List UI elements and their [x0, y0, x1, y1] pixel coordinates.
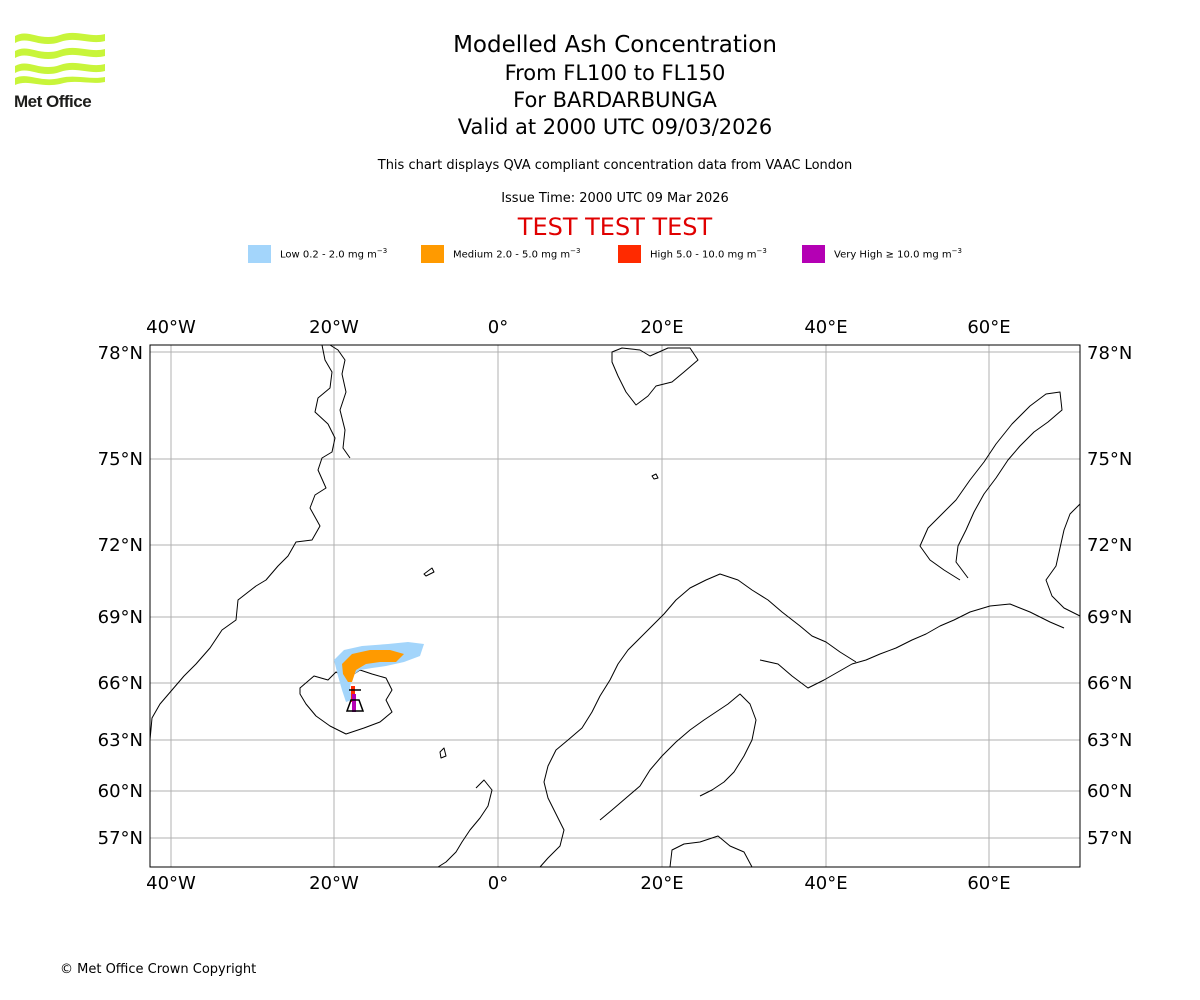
lon-label: 40°E	[804, 873, 847, 894]
volcano-name: For BARDARBUNGA	[513, 88, 717, 112]
ash-plume-medium	[342, 650, 404, 682]
lat-label: 78°N	[98, 343, 143, 364]
longitude-labels-bottom: 40°W 20°W 0° 20°E 40°E 60°E	[146, 873, 1010, 894]
issue-time: Issue Time: 2000 UTC 09 Mar 2026	[501, 191, 729, 206]
coastline-norway	[539, 573, 857, 868]
lat-label: 63°N	[98, 730, 143, 751]
lat-label: 75°N	[1087, 449, 1132, 470]
coastline-sweden-finland	[599, 693, 757, 821]
coastline-jan-mayen	[423, 567, 435, 577]
legend-unit-exponent: −3	[756, 247, 767, 256]
legend-swatch-low	[248, 245, 271, 263]
volcano-marker-icon	[345, 689, 365, 712]
legend-range-very-high: ≥ 10.0 mg m	[885, 249, 952, 261]
flight-levels: From FL100 to FL150	[504, 61, 726, 85]
ash-plume	[334, 642, 424, 712]
legend-range-low: 0.2 - 2.0 mg m	[302, 249, 377, 261]
lat-label: 66°N	[98, 673, 143, 694]
coastline-iceland	[299, 669, 393, 735]
lon-label: 20°E	[640, 317, 683, 338]
lon-label: 20°W	[309, 317, 359, 338]
lat-label: 72°N	[98, 535, 143, 556]
chart-title: Modelled Ash Concentration	[453, 32, 777, 58]
legend-range-high: 5.0 - 10.0 mg m	[676, 249, 757, 261]
map-gridlines	[150, 345, 1080, 867]
legend-level-very-high: Very High	[834, 249, 883, 261]
chart-title-block: Modelled Ash Concentration From FL100 to…	[315, 30, 915, 141]
legend-item-high: High 5.0 - 10.0 mg m−3	[618, 244, 767, 264]
coastline-baltic	[669, 835, 753, 868]
coastline-novaya-zemlya	[919, 391, 1063, 581]
lon-label: 20°E	[640, 873, 683, 894]
coastline-yamal	[1045, 503, 1081, 617]
coastline-greenland	[149, 344, 336, 741]
test-banner: TEST TEST TEST	[517, 213, 713, 241]
coastline-bear-island	[651, 473, 659, 480]
lat-label: 66°N	[1087, 673, 1132, 694]
legend-level-low: Low	[280, 249, 300, 261]
lat-label: 57°N	[98, 828, 143, 849]
met-office-logo-text: Met Office	[14, 92, 92, 111]
lat-label: 57°N	[1087, 828, 1132, 849]
valid-time: Valid at 2000 UTC 09/03/2026	[457, 115, 773, 139]
lat-label: 69°N	[98, 607, 143, 628]
lat-label: 60°N	[98, 781, 143, 802]
coastline-svalbard	[611, 347, 699, 406]
longitude-labels-top: 40°W 20°W 0° 20°E 40°E 60°E	[146, 317, 1010, 338]
legend-swatch-medium	[421, 245, 444, 263]
met-office-logo: Met Office	[14, 30, 114, 112]
copyright-notice: © Met Office Crown Copyright	[60, 962, 257, 977]
lat-label: 63°N	[1087, 730, 1132, 751]
lon-label: 0°	[488, 317, 508, 338]
coastline-greenland-east	[329, 344, 351, 459]
lat-label: 78°N	[1087, 343, 1132, 364]
legend-unit-exponent: −3	[376, 247, 388, 256]
met-office-wave-icon	[15, 32, 105, 86]
legend-swatch-high	[618, 245, 641, 263]
ash-plume-very-high	[352, 694, 356, 712]
lat-label: 60°N	[1087, 781, 1132, 802]
legend-level-medium: Medium	[453, 249, 493, 261]
lon-label: 20°W	[309, 873, 359, 894]
lon-label: 0°	[488, 873, 508, 894]
lat-label: 69°N	[1087, 607, 1132, 628]
legend-item-medium: Medium 2.0 - 5.0 mg m−3	[421, 244, 580, 264]
latitude-labels-right: 78°N 75°N 72°N 69°N 66°N 63°N 60°N 57°N	[1087, 343, 1132, 849]
legend-range-medium: 2.0 - 5.0 mg m	[496, 249, 571, 261]
map-frame	[149, 344, 1081, 868]
chart-description: This chart displays QVA compliant concen…	[377, 158, 853, 173]
legend-item-very-high: Very High ≥ 10.0 mg m−3	[802, 244, 962, 264]
coastline-britain	[437, 779, 493, 868]
lat-label: 75°N	[98, 449, 143, 470]
lon-label: 40°W	[146, 317, 196, 338]
legend-unit-exponent: −3	[951, 247, 962, 256]
legend-item-low: Low 0.2 - 2.0 mg m−3	[248, 244, 387, 264]
latitude-labels-left: 78°N 75°N 72°N 69°N 66°N 63°N 60°N 57°N	[98, 343, 143, 849]
lat-label: 72°N	[1087, 535, 1132, 556]
coastline-kola	[759, 603, 1065, 689]
lon-label: 40°E	[804, 317, 847, 338]
lon-label: 60°E	[967, 873, 1010, 894]
lon-label: 40°W	[146, 873, 196, 894]
legend-unit-exponent: −3	[570, 247, 581, 256]
legend-swatch-very-high	[802, 245, 825, 263]
lon-label: 60°E	[967, 317, 1010, 338]
legend-level-high: High	[650, 249, 673, 261]
coastlines	[149, 344, 1081, 868]
coastline-faroe	[439, 747, 447, 759]
